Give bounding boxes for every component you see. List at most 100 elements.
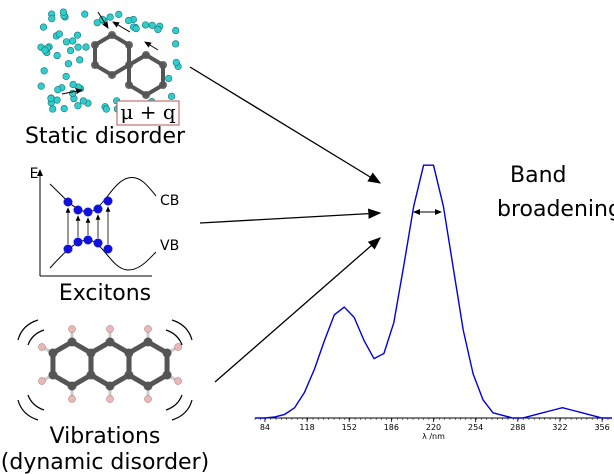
molecule-vib	[38, 326, 181, 403]
x-axis-label: λ /nm	[422, 432, 445, 441]
state	[104, 197, 113, 206]
x-tick-label: 186	[384, 423, 399, 432]
page: {"static_disorder": {"label": "Static di…	[0, 0, 614, 474]
hydrogen	[145, 396, 152, 403]
state	[84, 208, 93, 217]
dot	[41, 68, 48, 75]
atom	[106, 338, 115, 347]
x-tick-label: 84	[260, 423, 270, 432]
atom	[124, 371, 133, 380]
x-tick-label: 356	[594, 423, 609, 432]
dot	[168, 93, 175, 100]
x-tick-label: 254	[468, 423, 483, 432]
box-label: μ + q	[120, 100, 175, 124]
dot	[38, 83, 45, 90]
dot	[107, 14, 114, 21]
atom	[163, 371, 172, 380]
hydrogen	[107, 396, 114, 403]
dot	[69, 38, 76, 45]
dot	[75, 102, 82, 109]
dot	[61, 105, 68, 112]
atom	[48, 349, 57, 358]
dot	[54, 86, 61, 93]
dot	[49, 106, 56, 113]
hydrogen	[175, 344, 182, 351]
dot	[76, 57, 83, 64]
dot	[48, 95, 55, 102]
dot	[63, 73, 70, 80]
x-tick-label: 288	[510, 423, 525, 432]
x-tick-label: 152	[342, 423, 357, 432]
dot	[115, 11, 122, 18]
dot	[80, 98, 87, 105]
state	[64, 245, 73, 254]
atom	[68, 338, 77, 347]
ring	[129, 342, 167, 386]
atom	[144, 338, 153, 347]
vb-label: VB	[160, 238, 179, 254]
ring	[91, 342, 129, 386]
atom	[68, 382, 77, 391]
dot	[60, 9, 67, 16]
atom	[86, 371, 95, 380]
state	[94, 205, 103, 214]
atom	[86, 349, 95, 358]
figure: μ + q Static disorder E CB VB Excitons V…	[0, 0, 614, 474]
atom	[48, 371, 57, 380]
dot	[65, 60, 72, 67]
dot	[165, 75, 172, 82]
ring	[53, 342, 91, 386]
dot	[42, 47, 49, 54]
label: Static disorder	[25, 124, 186, 149]
hydrogen	[38, 344, 45, 351]
hydrogen	[38, 378, 45, 385]
axis-label: E	[30, 166, 39, 182]
dot	[54, 52, 61, 59]
state	[64, 198, 73, 207]
result-line: Band	[510, 163, 566, 188]
label: Vibrations	[50, 424, 161, 449]
dot	[155, 26, 162, 33]
state	[74, 206, 83, 215]
x-tick-label: 118	[299, 423, 314, 432]
hydrogen	[145, 326, 152, 333]
state	[84, 236, 93, 245]
arrows	[190, 67, 380, 382]
hydrogen	[69, 396, 76, 403]
x-tick-label: 322	[552, 423, 567, 432]
molecule-static	[95, 35, 163, 95]
solvent-dots	[38, 9, 182, 113]
dot	[67, 47, 74, 54]
state	[74, 238, 83, 247]
hydrogen	[175, 378, 182, 385]
atom	[144, 382, 153, 391]
dot	[103, 106, 110, 113]
dot	[63, 38, 70, 45]
dot	[75, 44, 82, 51]
dot	[81, 11, 88, 18]
x-tick-label: 220	[426, 423, 441, 432]
state	[94, 239, 103, 248]
dot	[48, 15, 55, 22]
dot	[133, 25, 140, 32]
dot	[172, 41, 179, 48]
hydrogen	[107, 326, 114, 333]
result-line: broadening	[497, 197, 614, 222]
dot	[74, 32, 81, 39]
dot	[173, 59, 180, 66]
dot	[54, 97, 61, 104]
dot	[149, 22, 156, 29]
atom	[106, 382, 115, 391]
exciton-states	[64, 197, 113, 254]
dot	[172, 27, 179, 34]
dot	[125, 17, 132, 24]
cb-label: CB	[160, 193, 179, 209]
sublabel: (dynamic disorder)	[1, 450, 209, 474]
state	[104, 245, 113, 254]
atom	[124, 349, 133, 358]
dot	[83, 44, 90, 51]
dot	[56, 31, 63, 38]
dot	[40, 24, 47, 31]
label: Excitons	[59, 281, 151, 306]
dot	[142, 22, 149, 29]
